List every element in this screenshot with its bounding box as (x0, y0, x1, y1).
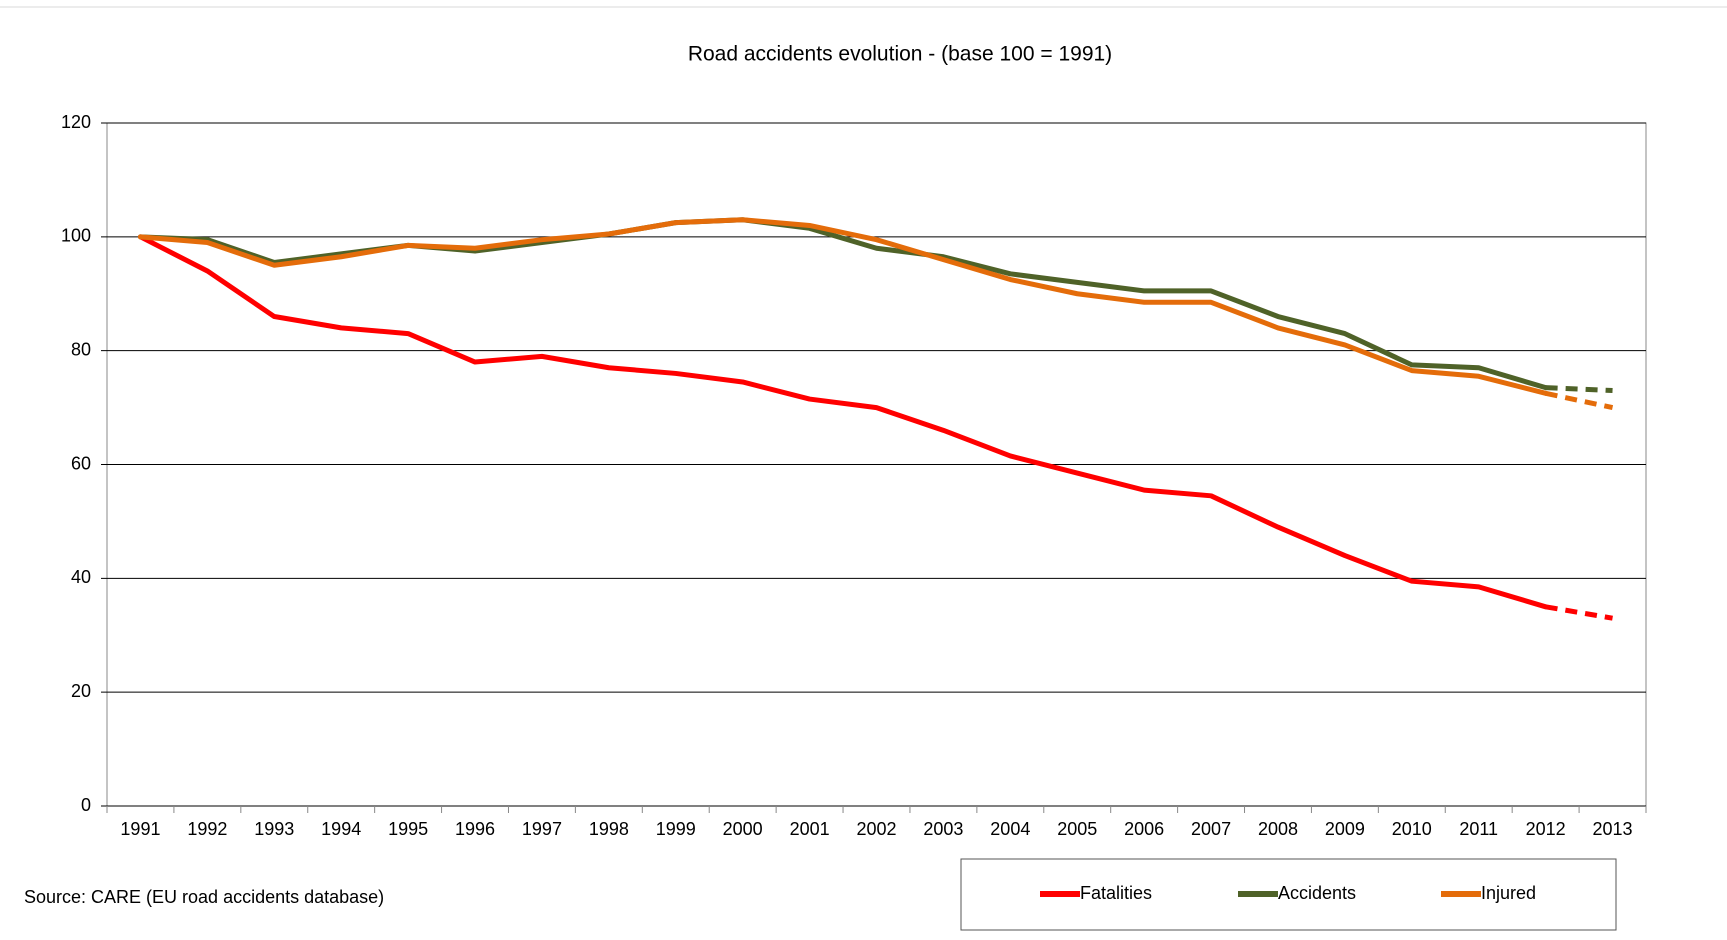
x-tick-label: 2006 (1124, 819, 1164, 839)
series-projection (1545, 385, 1613, 394)
x-tick-label: 2013 (1593, 819, 1633, 839)
x-tick-label: 2002 (856, 819, 896, 839)
x-tick-label: 2012 (1526, 819, 1566, 839)
source-note: Source: CARE (EU road accidents database… (24, 887, 384, 907)
x-tick-label: 1999 (656, 819, 696, 839)
chart-title: Road accidents evolution - (base 100 = 1… (688, 43, 1112, 66)
x-tick-label: 1994 (321, 819, 361, 839)
x-tick-label: 2000 (723, 819, 763, 839)
x-tick-label: 2010 (1392, 819, 1432, 839)
x-tick-label: 2005 (1057, 819, 1097, 839)
legend-label: Accidents (1278, 883, 1356, 903)
x-tick-label: 1996 (455, 819, 495, 839)
y-tick-label: 60 (71, 453, 91, 473)
series-line (137, 234, 1549, 610)
x-tick-label: 1991 (120, 819, 160, 839)
x-tick-label: 2011 (1459, 819, 1498, 839)
x-tick-label: 2001 (790, 819, 830, 839)
y-tick-label: 40 (71, 567, 91, 587)
series-projection (1545, 390, 1614, 411)
x-tick-label: 2004 (990, 819, 1030, 839)
x-tick-label: 1995 (388, 819, 428, 839)
y-tick-label: 120 (61, 112, 91, 132)
x-tick-label: 1997 (522, 819, 562, 839)
series-projection (1545, 604, 1613, 621)
x-tick-label: 1998 (589, 819, 629, 839)
x-tick-label: 2003 (923, 819, 963, 839)
x-tick-label: 1993 (254, 819, 294, 839)
legend-label: Fatalities (1080, 883, 1152, 903)
x-tick-label: 2007 (1191, 819, 1231, 839)
y-tick-label: 20 (71, 681, 91, 701)
x-tick-label: 2008 (1258, 819, 1298, 839)
x-tick-label: 2009 (1325, 819, 1365, 839)
y-tick-label: 100 (61, 226, 91, 246)
y-tick-label: 0 (81, 795, 91, 815)
y-tick-label: 80 (71, 339, 91, 359)
series-line (137, 217, 1549, 396)
x-tick-label: 1992 (187, 819, 227, 839)
legend-label: Injured (1481, 883, 1536, 903)
